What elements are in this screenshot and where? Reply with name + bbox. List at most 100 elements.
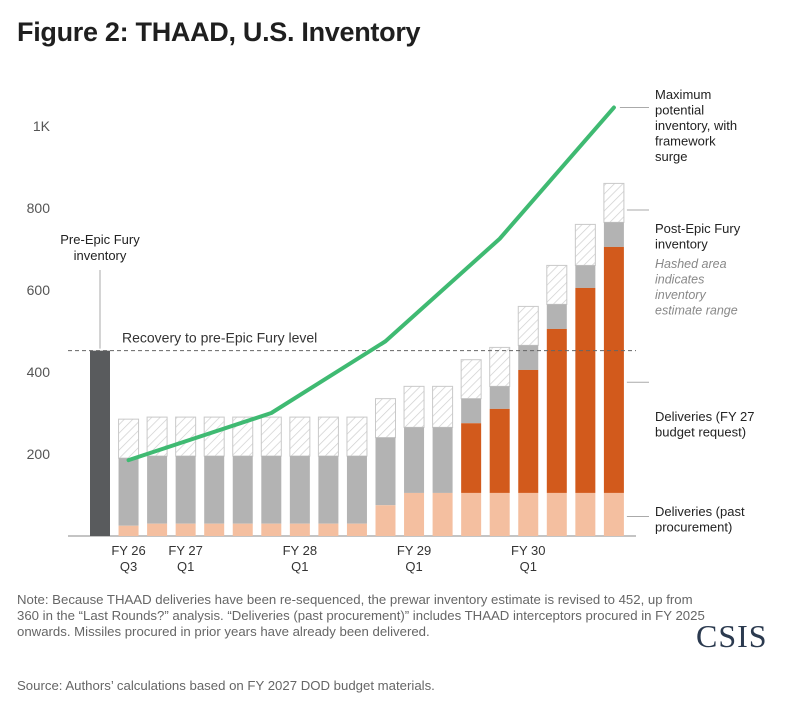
source-line: Source: Authors’ calculations based on F… (17, 678, 435, 693)
bar-post-inventory (546, 304, 567, 329)
y-tick-label: 200 (27, 446, 51, 462)
bar-past-deliveries (346, 523, 367, 536)
bar-post-inventory (489, 386, 510, 409)
reference-line: Recovery to pre-Epic Fury level (68, 330, 636, 352)
bar-post-inventory (461, 398, 482, 424)
bar-past-deliveries (404, 492, 425, 536)
bar-post-inventory (289, 456, 310, 524)
legend-hatch-label: inventory (655, 288, 706, 302)
bar-past-deliveries (147, 523, 168, 536)
bar-hatch-range (317, 416, 339, 457)
bar-post-inventory (147, 456, 168, 524)
x-tick-label: Q1 (291, 559, 308, 574)
legend-hatch-label: Hashed area (655, 257, 727, 271)
y-tick-label: 800 (27, 200, 51, 216)
pre-war-label: inventory (74, 248, 127, 263)
bar-post-inventory (432, 427, 453, 493)
bar-post-inventory (118, 458, 139, 526)
legend-fy27-label: Deliveries (FY 27 (655, 409, 754, 424)
chart: Recovery to pre-Epic Fury level 200 400 60… (27, 87, 755, 574)
x-tick-label: FY 30 (511, 543, 545, 558)
bar-past-deliveries (575, 492, 596, 536)
csis-logo: CSIS (696, 618, 768, 654)
legend-hatch-label: estimate range (655, 304, 738, 318)
bar-post-inventory (232, 456, 253, 524)
bar-past-deliveries (232, 523, 253, 536)
x-tick-label: Q1 (405, 559, 422, 574)
bar-pre-war-inventory (90, 350, 110, 536)
bar-past-deliveries (546, 492, 567, 536)
bar-fy27-deliveries (546, 328, 567, 493)
bar-fy27-deliveries (575, 287, 596, 493)
bar-past-deliveries (603, 492, 624, 536)
y-tick-label: 600 (27, 282, 51, 298)
bar-hatch-range (546, 264, 568, 305)
pre-war-label: Pre-Epic Fury (60, 232, 140, 247)
bar-hatch-range (289, 416, 311, 457)
bar-past-deliveries (432, 492, 453, 536)
bar-fy27-deliveries (518, 369, 539, 493)
bar-hatch-range (346, 416, 368, 457)
x-tick-label: Q3 (120, 559, 137, 574)
bar-hatch-range (432, 385, 454, 428)
bar-post-inventory (175, 456, 196, 524)
recovery-label: Recovery to pre-Epic Fury level (122, 330, 317, 346)
x-tick-label: Q1 (177, 559, 194, 574)
bar-hatch-range (603, 182, 625, 223)
bars (90, 182, 625, 536)
bar-post-inventory (318, 456, 339, 524)
bar-hatch-range (403, 385, 425, 428)
y-tick-label: 400 (27, 364, 51, 380)
bar-post-inventory (204, 456, 225, 524)
bar-past-deliveries (289, 523, 310, 536)
legend-fy27-label: budget request) (655, 425, 746, 440)
surge-line (126, 105, 616, 463)
bar-hatch-range (489, 346, 511, 387)
bar-past-deliveries (261, 523, 282, 536)
legend-post-label: inventory (655, 237, 708, 252)
x-tick-label: FY 28 (283, 543, 317, 558)
bar-hatch-range (175, 416, 197, 457)
bar-fy27-deliveries (603, 246, 624, 493)
bar-hatch-range (260, 416, 282, 457)
bar-past-deliveries (204, 523, 225, 536)
bar-hatch-range (460, 359, 482, 400)
legend-past-label: procurement) (655, 520, 732, 535)
bar-hatch-range (118, 418, 140, 459)
page-title: Figure 2: THAAD, U.S. Inventory (17, 17, 421, 47)
bar-post-inventory (346, 456, 367, 524)
legend-surge-label: inventory, with (655, 118, 737, 133)
bar-hatch-range (574, 223, 596, 266)
x-tick-label: FY 29 (397, 543, 431, 558)
bar-past-deliveries (518, 492, 539, 536)
surge-line-group (126, 105, 616, 463)
bar-post-inventory (404, 427, 425, 493)
legend-hatch-label: indicates (655, 273, 704, 287)
bar-past-deliveries (318, 523, 339, 536)
bar-past-deliveries (118, 525, 139, 536)
bar-hatch-range (517, 305, 539, 346)
legend-surge-label: surge (655, 149, 688, 164)
bar-hatch-range (203, 416, 225, 457)
bar-hatch-range (375, 398, 396, 439)
bar-post-inventory (518, 345, 539, 370)
x-tick-label: FY 27 (168, 543, 202, 558)
x-tick-label: FY 26 (111, 543, 145, 558)
bar-post-inventory (575, 265, 596, 288)
legend-surge-label: Maximum (655, 87, 711, 102)
legend-past-label: Deliveries (past (655, 504, 745, 519)
bar-fy27-deliveries (489, 408, 510, 493)
bar-past-deliveries (175, 523, 196, 536)
y-tick-label: 1K (33, 118, 51, 134)
bar-fy27-deliveries (461, 423, 482, 493)
bar-post-inventory (261, 456, 282, 524)
legend-surge-label: potential (655, 103, 704, 118)
bar-past-deliveries (489, 492, 510, 536)
bar-past-deliveries (461, 492, 482, 536)
bar-post-inventory (603, 222, 624, 247)
bar-past-deliveries (375, 505, 396, 536)
footnote: Note: Because THAAD deliveries have been… (17, 592, 705, 639)
legend-post-label: Post-Epic Fury (655, 221, 741, 236)
